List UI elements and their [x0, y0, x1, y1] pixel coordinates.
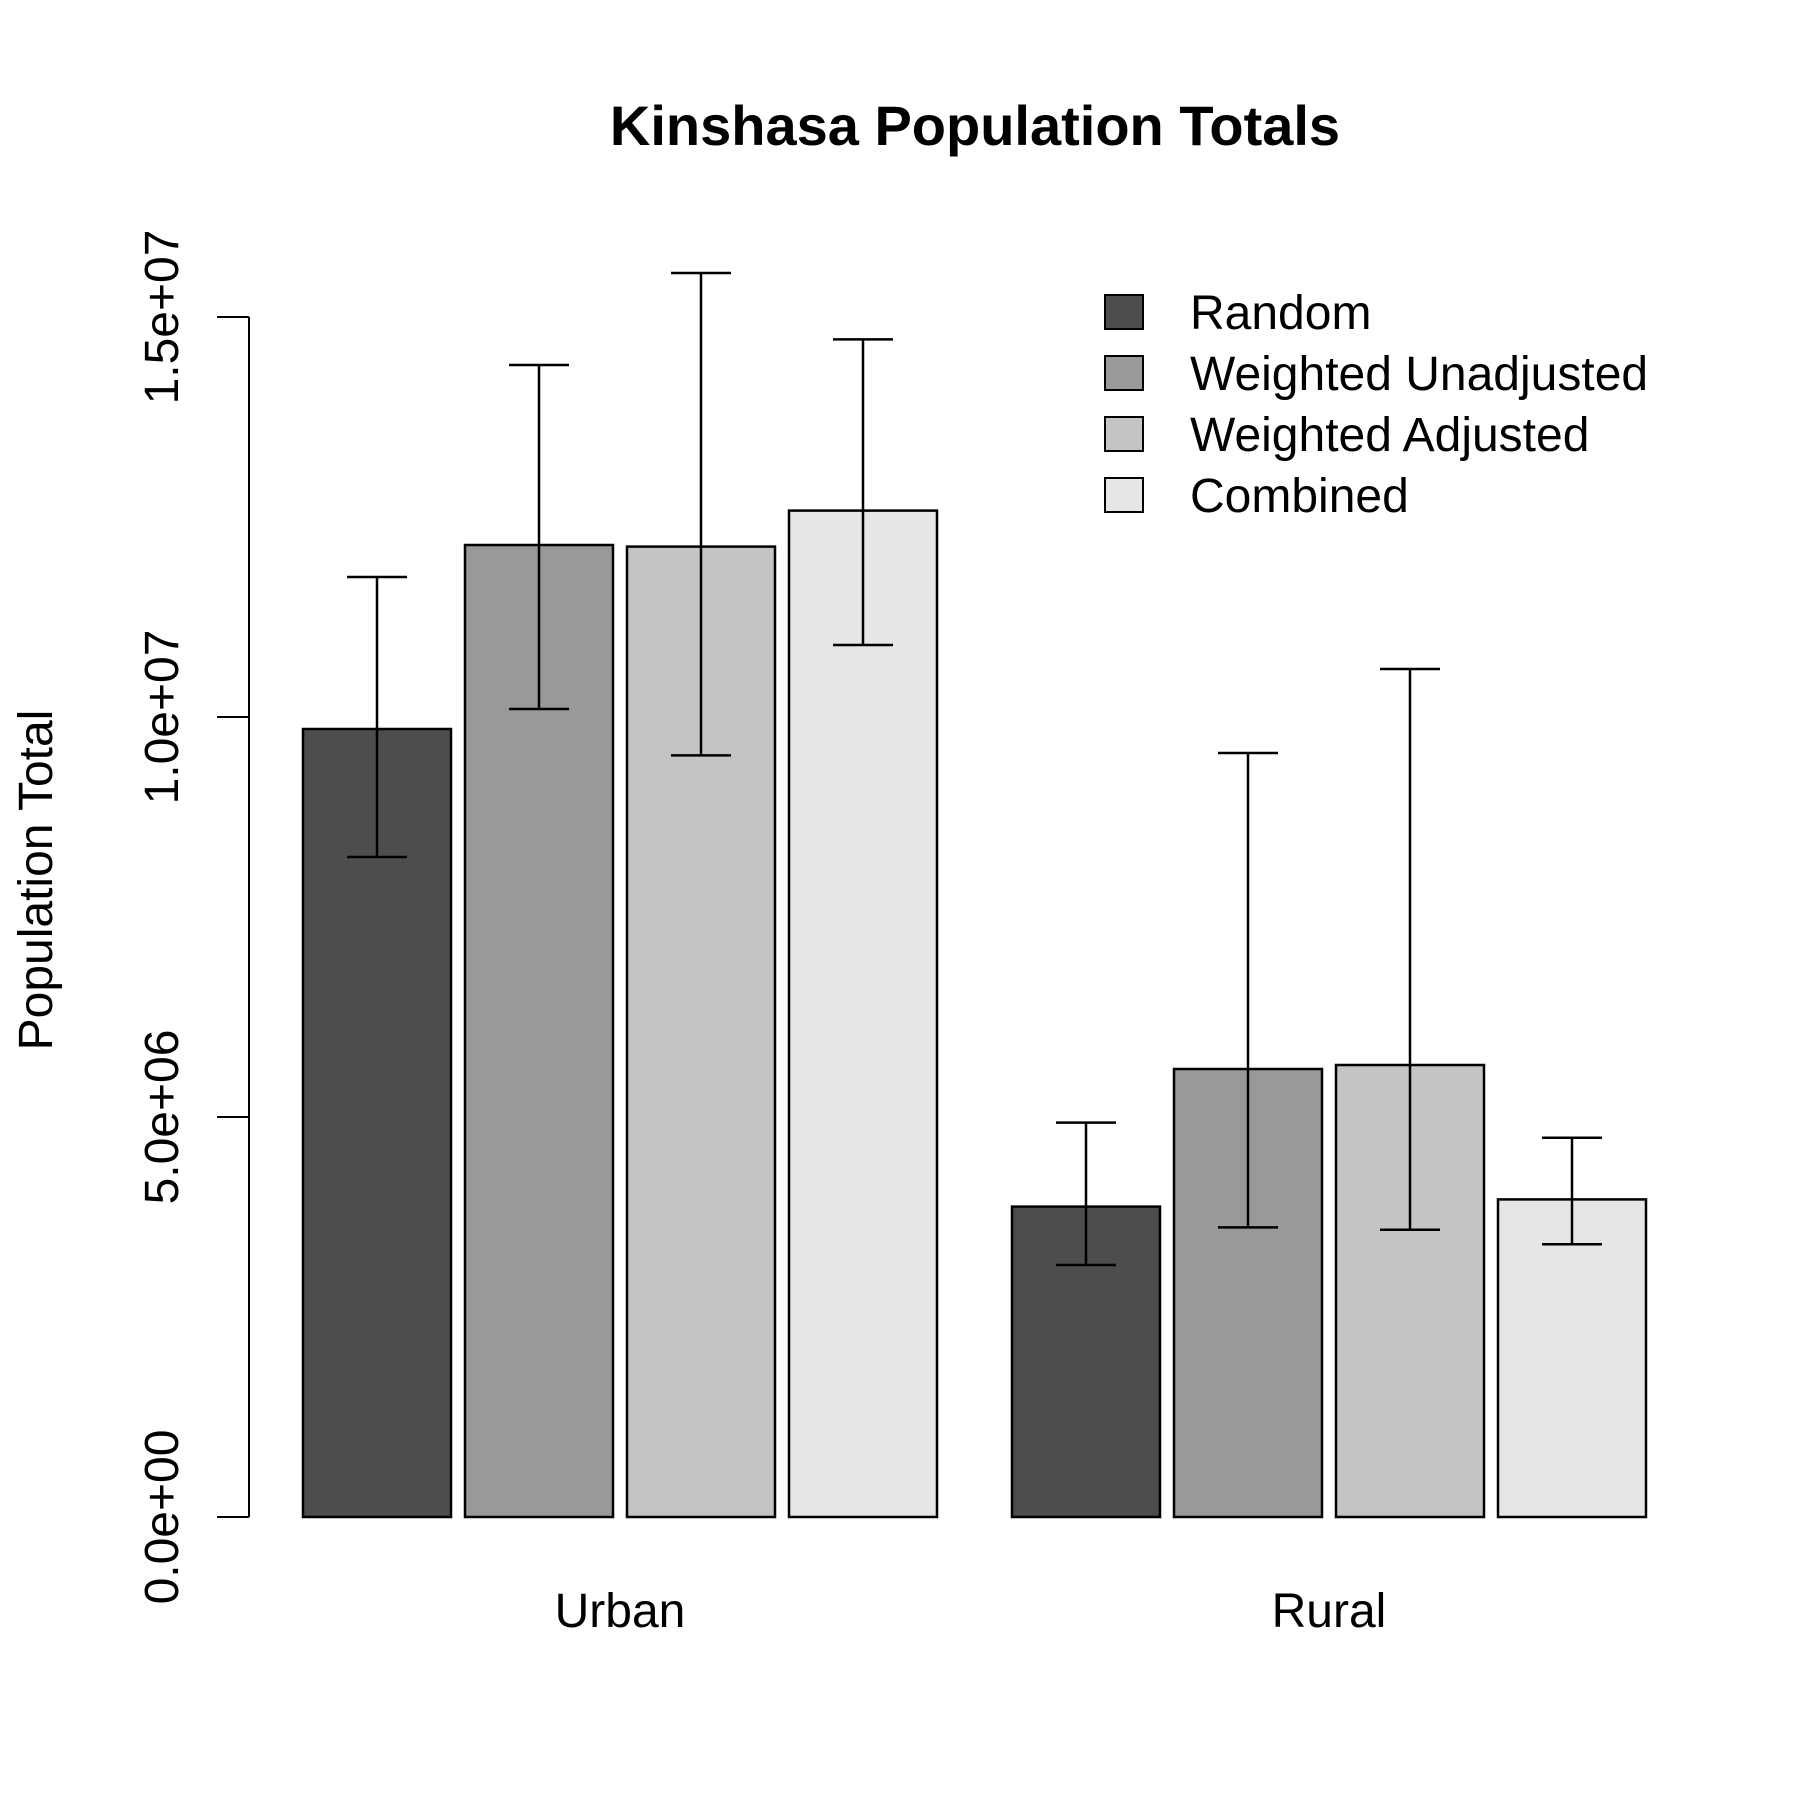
- error-bar: [1380, 667, 1440, 1232]
- legend-label: Weighted Unadjusted: [1190, 348, 1648, 401]
- legend-label: Combined: [1190, 470, 1409, 523]
- y-tick-label: 1.5e+07: [136, 230, 189, 405]
- y-tick-label: 1.0e+07: [136, 630, 189, 805]
- bar-urban-random: [301, 727, 453, 1519]
- x-category-label-rural: Rural: [1272, 1585, 1387, 1638]
- x-category-label-urban: Urban: [555, 1585, 686, 1638]
- y-tick-label: 5.0e+06: [136, 1030, 189, 1205]
- legend-swatch-combined: [1104, 477, 1144, 513]
- bars: [301, 509, 1648, 1519]
- y-axis-label: Population Total: [10, 710, 63, 1051]
- error-bar: [671, 271, 731, 757]
- error-bars: [347, 271, 1602, 1267]
- error-bar: [1056, 1121, 1116, 1267]
- legend-swatch-weighted-adjusted: [1104, 416, 1144, 452]
- error-bar: [833, 338, 893, 647]
- x-axis-labels: Urban Rural: [555, 1585, 1387, 1638]
- legend: Random Weighted Unadjusted Weighted Adjust…: [1104, 287, 1648, 523]
- bar-rural-combined: [1496, 1198, 1648, 1519]
- y-tick-label: 0.0e+00: [136, 1430, 189, 1605]
- error-bar: [1542, 1136, 1602, 1246]
- error-bar: [347, 575, 407, 859]
- legend-swatch-random: [1104, 294, 1144, 330]
- legend-label: Weighted Adjusted: [1190, 409, 1589, 462]
- legend-swatch-weighted-unadjusted: [1104, 355, 1144, 391]
- bar-urban-combined: [787, 509, 939, 1519]
- error-bar: [1218, 751, 1278, 1229]
- error-bar: [509, 363, 569, 711]
- bar-urban-weighted-unadjusted: [463, 543, 615, 1519]
- legend-label: Random: [1190, 287, 1371, 340]
- chart-title: Kinshasa Population Totals: [610, 94, 1340, 157]
- y-axis: 0.0e+00 5.0e+06 1.0e+07 1.5e+07: [136, 230, 250, 1605]
